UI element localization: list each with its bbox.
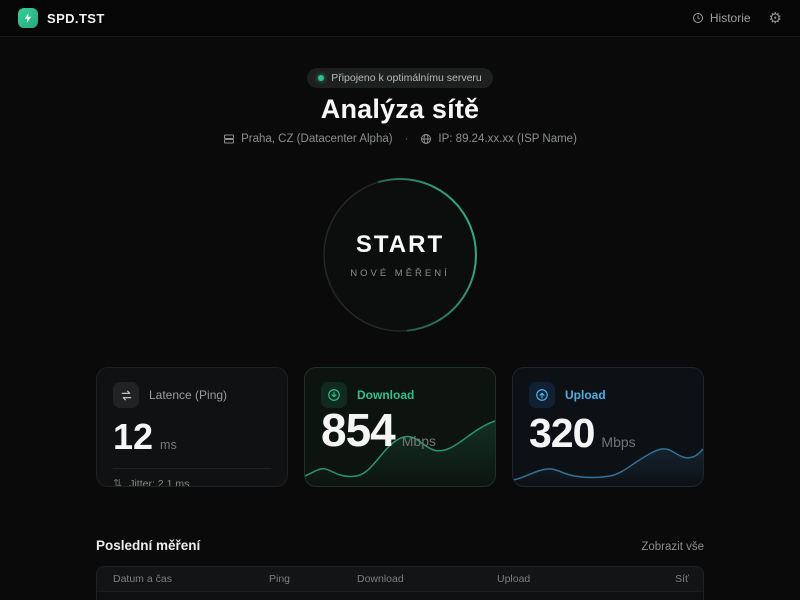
card-divider xyxy=(113,468,271,469)
recent-table-header: Datum a čas Ping Download Upload Síť xyxy=(96,566,704,591)
server-location-label: Praha, CZ (Datacenter Alpha) xyxy=(241,133,393,145)
start-ring xyxy=(323,177,477,332)
download-label: Download xyxy=(357,388,415,402)
page-title: Analýza sítě xyxy=(320,94,480,124)
status-dot-icon xyxy=(318,75,325,81)
circle-arrow-down-icon xyxy=(321,382,347,408)
column-network: Síť xyxy=(675,573,689,585)
recent-title: Poslední měření xyxy=(96,538,201,553)
download-value-row: 854 Mbps xyxy=(321,404,436,456)
history-button[interactable]: Historie xyxy=(692,11,751,25)
clock-icon xyxy=(692,12,704,24)
upload-value: 320 xyxy=(529,410,595,456)
server-meta: Praha, CZ (Datacenter Alpha) · IP: 89.24… xyxy=(0,133,800,145)
jitter-arrows-icon: ⇅ xyxy=(113,478,123,487)
column-download: Download xyxy=(357,573,404,585)
column-datetime: Datum a čas xyxy=(113,573,172,585)
jitter-label: Jitter: 2.1 ms xyxy=(129,477,190,487)
ip-info-label: IP: 89.24.xx.xx (ISP Name) xyxy=(438,133,577,145)
stats-row: Latence (Ping) 12 ms ⇅ Jitter: 2.1 ms xyxy=(96,367,704,487)
start-button[interactable]: START NOVÉ MĚŘENÍ xyxy=(322,177,478,333)
recent-section-head: Poslední měření Zobrazit vše xyxy=(96,538,704,553)
download-unit: Mbps xyxy=(401,433,436,449)
topbar: SPD.TST Historie ⚙ xyxy=(0,0,800,37)
latency-unit: ms xyxy=(160,438,177,452)
upload-card: Upload 320 Mbps xyxy=(512,367,704,487)
status-badge-wrap: Připojeno k optimálnímu serveru xyxy=(0,68,800,88)
start-label: START xyxy=(355,231,445,258)
column-upload: Upload xyxy=(497,573,531,585)
view-all-link[interactable]: Zobrazit vše xyxy=(641,541,704,553)
download-card: Download 854 Mbps xyxy=(304,367,496,487)
start-text: START NOVÉ MĚŘENÍ xyxy=(322,177,478,333)
globe-icon xyxy=(420,133,432,145)
server-location: Praha, CZ (Datacenter Alpha) xyxy=(223,133,393,145)
upload-card-head: Upload xyxy=(529,382,687,408)
history-label: Historie xyxy=(709,11,751,25)
meta-separator: · xyxy=(404,133,409,145)
latency-value-row: 12 ms xyxy=(113,419,271,455)
status-badge-label: Připojeno k optimálnímu serveru xyxy=(331,72,482,84)
swap-arrows-icon xyxy=(113,382,139,408)
upload-label: Upload xyxy=(565,388,606,402)
download-card-head: Download xyxy=(321,382,479,408)
download-value: 854 xyxy=(321,404,396,456)
start-sublabel: NOVÉ MĚŘENÍ xyxy=(350,268,450,279)
topbar-actions: Historie ⚙ xyxy=(692,11,782,26)
upload-sparkline xyxy=(513,448,703,486)
latency-value: 12 xyxy=(113,416,154,457)
jitter-row: ⇅ Jitter: 2.1 ms xyxy=(113,477,271,487)
table-row[interactable] xyxy=(96,591,704,600)
upload-value-row: 320 Mbps xyxy=(529,410,636,456)
brand-name: SPD.TST xyxy=(47,10,105,26)
latency-card-head: Latence (Ping) xyxy=(113,382,271,408)
latency-label: Latence (Ping) xyxy=(149,388,228,402)
server-icon xyxy=(223,133,235,145)
status-badge: Připojeno k optimálnímu serveru xyxy=(307,68,493,88)
column-ping: Ping xyxy=(269,573,291,585)
upload-unit: Mbps xyxy=(601,434,636,450)
gear-icon[interactable]: ⚙ xyxy=(768,9,782,27)
download-sparkline xyxy=(305,420,495,486)
latency-card: Latence (Ping) 12 ms ⇅ Jitter: 2.1 ms xyxy=(96,367,288,487)
brand: SPD.TST xyxy=(18,8,105,28)
circle-arrow-up-icon xyxy=(529,382,555,408)
zap-icon xyxy=(18,8,38,28)
ip-info: IP: 89.24.xx.xx (ISP Name) xyxy=(420,133,577,145)
